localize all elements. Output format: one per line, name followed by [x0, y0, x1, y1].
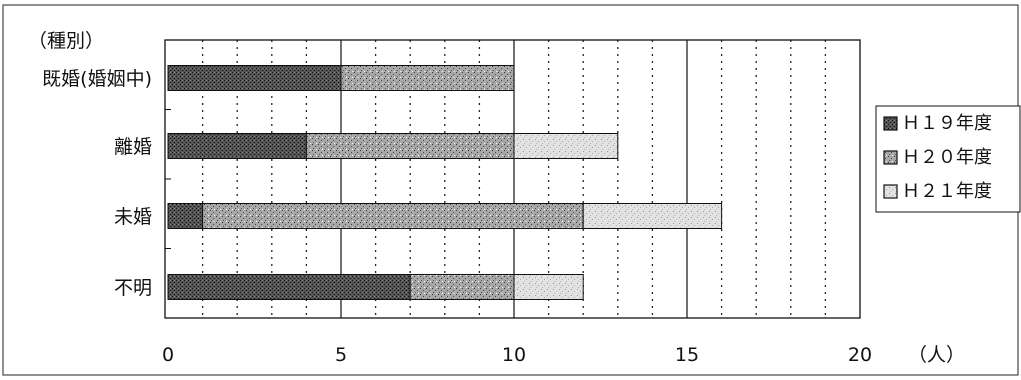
legend-label: Ｈ２０年度: [902, 147, 992, 168]
legend-label: Ｈ１９年度: [902, 113, 992, 134]
chart-frame: [2, 4, 1019, 376]
x-unit-label: （人）: [908, 344, 965, 366]
x-tick-label: 0: [162, 344, 174, 366]
bars: [167, 65, 723, 300]
legend-swatch: [883, 150, 898, 165]
x-tick-label: 5: [335, 344, 347, 366]
category-label: 既婚(婚姻中): [42, 68, 152, 90]
legend-swatch: [883, 116, 898, 131]
category-label: 未婚: [114, 206, 152, 228]
bar-segment: [582, 203, 723, 229]
x-tick-label: 15: [675, 344, 699, 366]
bar-segment: [513, 133, 619, 159]
legend-label: Ｈ２１年度: [902, 181, 992, 202]
category-label: 離婚: [114, 136, 152, 158]
category-axis-title: （種別）: [28, 30, 104, 52]
bar-segment: [167, 274, 411, 300]
bar-segment: [167, 65, 342, 91]
category-label: 不明: [114, 277, 152, 299]
bar-segment: [340, 65, 515, 91]
x-tick-label: 20: [848, 344, 872, 366]
bar-segment: [167, 203, 204, 229]
plot-border: [164, 39, 861, 319]
legend: Ｈ１９年度 Ｈ２０年度 Ｈ２１年度: [875, 105, 1021, 213]
x-tick-label: 10: [502, 344, 526, 366]
grid: [165, 40, 827, 318]
bar-segment: [167, 133, 307, 159]
bar-segment: [409, 274, 515, 300]
bar-segment: [202, 203, 584, 229]
legend-swatch: [883, 184, 898, 199]
bar-segment: [305, 133, 515, 159]
bar-segment: [513, 274, 584, 300]
x-tick-labels: 0 5 10 15 20: [162, 344, 872, 366]
legend-box: [875, 105, 1021, 213]
